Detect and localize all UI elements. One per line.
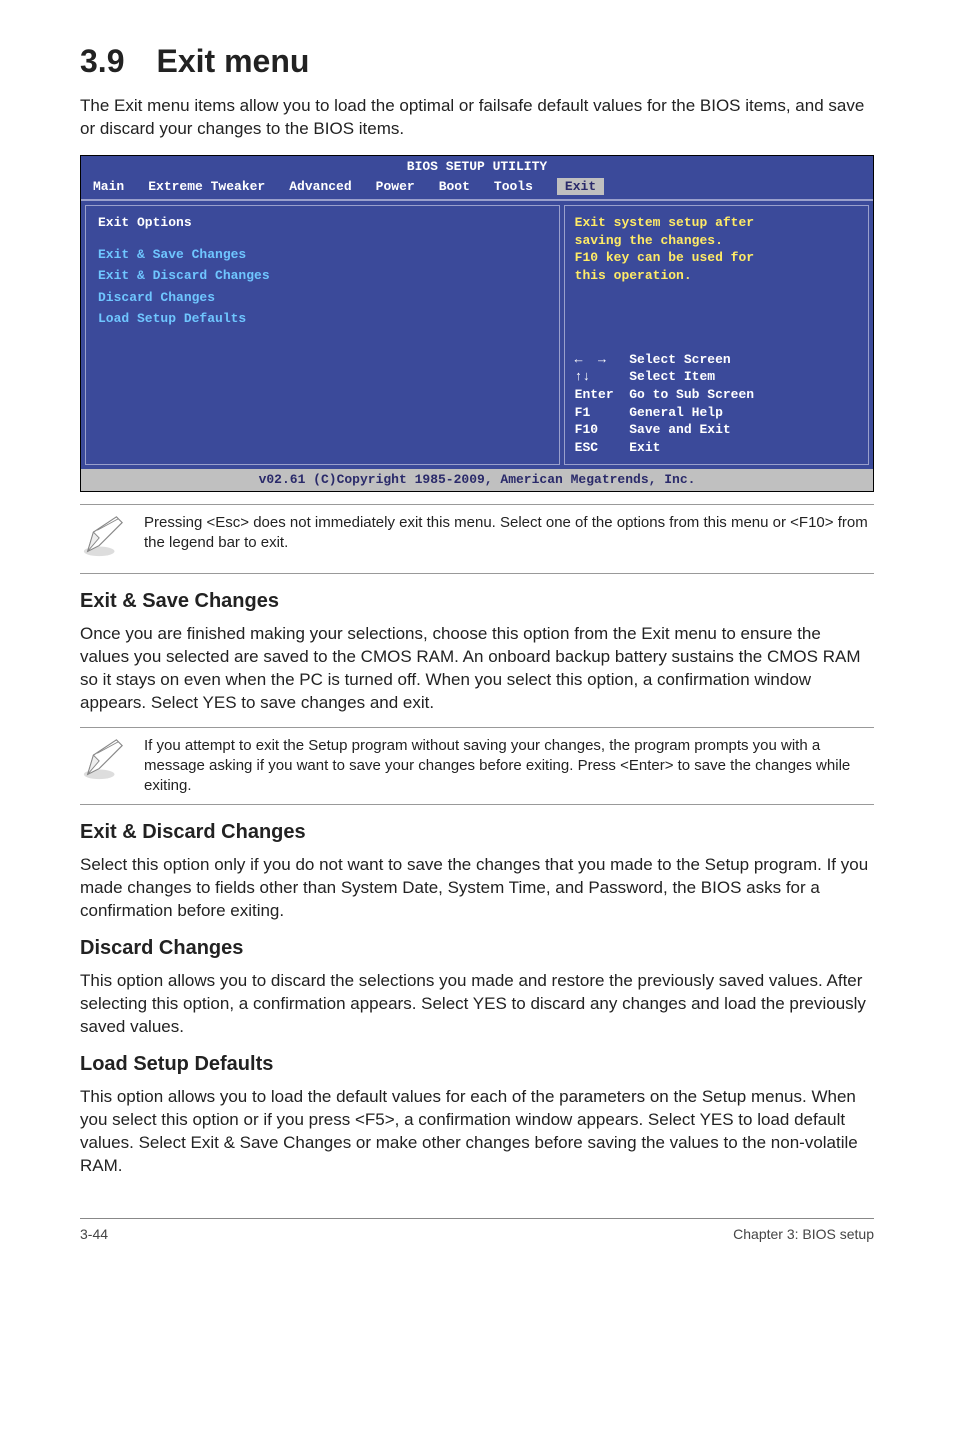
bios-help-text: Exit system setup after saving the chang…	[575, 214, 858, 284]
bios-right-pane: Exit system setup after saving the chang…	[564, 205, 869, 465]
section-4-title: Load Setup Defaults	[80, 1051, 874, 1078]
bios-tab-power[interactable]: Power	[376, 178, 415, 196]
bios-footer: v02.61 (C)Copyright 1985-2009, American …	[81, 469, 873, 491]
bios-tab-row: Main Extreme Tweaker Advanced Power Boot…	[81, 178, 873, 200]
bios-title: BIOS SETUP UTILITY	[81, 156, 873, 178]
bios-tab-extreme[interactable]: Extreme Tweaker	[148, 178, 265, 196]
note-text-2: If you attempt to exit the Setup program…	[144, 736, 874, 797]
bios-item-discard[interactable]: Discard Changes	[98, 289, 547, 307]
pencil-icon	[80, 736, 126, 788]
note-row-2: If you attempt to exit the Setup program…	[80, 727, 874, 806]
bios-left-header: Exit Options	[98, 214, 547, 232]
bios-help-line: saving the changes.	[575, 232, 858, 250]
note-text-1: Pressing <Esc> does not immediately exit…	[144, 513, 874, 554]
page-footer: 3-44 Chapter 3: BIOS setup	[80, 1218, 874, 1244]
section-3-body: This option allows you to discard the se…	[80, 970, 874, 1039]
section-4-body: This option allows you to load the defau…	[80, 1086, 874, 1178]
bios-item-defaults[interactable]: Load Setup Defaults	[98, 310, 547, 328]
pencil-icon	[80, 513, 126, 565]
bios-item-discard-exit[interactable]: Exit & Discard Changes	[98, 267, 547, 285]
footer-chapter: Chapter 3: BIOS setup	[733, 1225, 874, 1244]
legend-line: Enter Go to Sub Screen	[575, 386, 858, 404]
bios-left-pane: Exit Options Exit & Save Changes Exit & …	[85, 205, 560, 465]
section-1-title: Exit & Save Changes	[80, 588, 874, 615]
bios-help-line: Exit system setup after	[575, 214, 858, 232]
bios-tab-tools[interactable]: Tools	[494, 178, 533, 196]
bios-tab-boot[interactable]: Boot	[439, 178, 470, 196]
legend-line: F1 General Help	[575, 404, 858, 422]
bios-help-line: this operation.	[575, 267, 858, 285]
section-2-body: Select this option only if you do not wa…	[80, 854, 874, 923]
bios-item-save[interactable]: Exit & Save Changes	[98, 246, 547, 264]
bios-panel: BIOS SETUP UTILITY Main Extreme Tweaker …	[80, 155, 874, 492]
bios-help-line: F10 key can be used for	[575, 249, 858, 267]
bios-legend: ← → Select Screen ↑↓ Select Item Enter G…	[575, 351, 858, 456]
bios-body: Exit Options Exit & Save Changes Exit & …	[81, 199, 873, 469]
page-heading: 3.9 Exit menu	[80, 40, 874, 83]
legend-line: ↑↓ Select Item	[575, 368, 858, 386]
section-2-title: Exit & Discard Changes	[80, 819, 874, 846]
bios-tab-exit[interactable]: Exit	[557, 178, 604, 196]
intro-text: The Exit menu items allow you to load th…	[80, 95, 874, 141]
legend-line: ← → Select Screen	[575, 351, 858, 369]
section-1-body: Once you are finished making your select…	[80, 623, 874, 715]
note-row-1: Pressing <Esc> does not immediately exit…	[80, 504, 874, 574]
section-3-title: Discard Changes	[80, 935, 874, 962]
legend-line: ESC Exit	[575, 439, 858, 457]
footer-page-number: 3-44	[80, 1225, 108, 1244]
bios-tab-advanced[interactable]: Advanced	[289, 178, 351, 196]
bios-tab-main[interactable]: Main	[93, 178, 124, 196]
legend-line: F10 Save and Exit	[575, 421, 858, 439]
